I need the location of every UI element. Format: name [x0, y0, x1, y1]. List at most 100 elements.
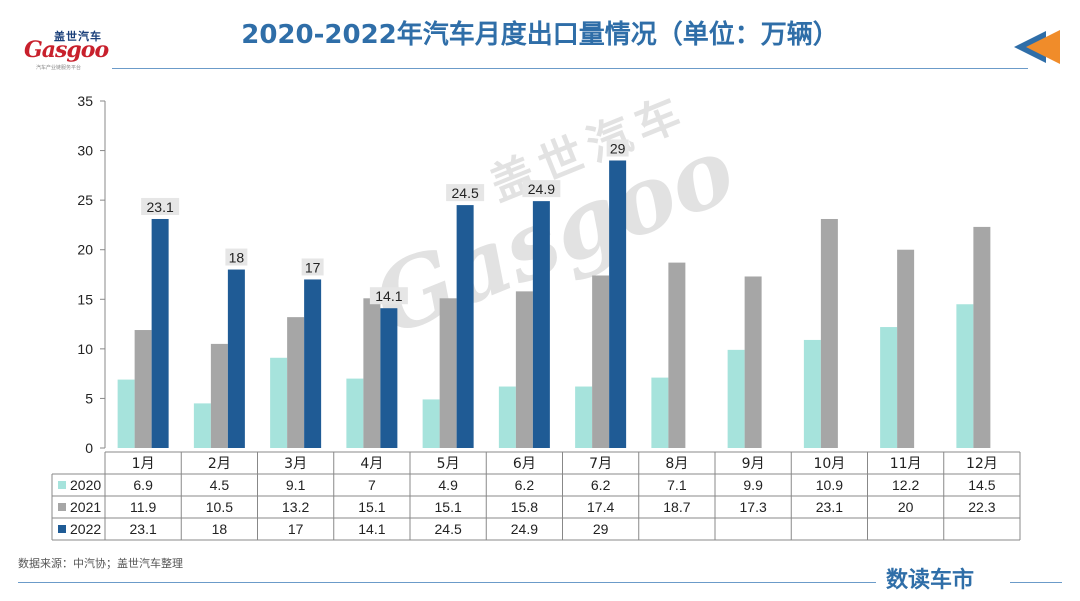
bar-2021: [363, 298, 381, 448]
table-cell: 15.1: [435, 499, 462, 515]
bar-2020: [727, 349, 745, 448]
table-cell: 6.2: [515, 477, 535, 493]
data-label: 18: [229, 250, 245, 266]
y-tick-label: 0: [85, 440, 93, 456]
data-label-bg: [141, 197, 180, 215]
table-cell: 4.5: [210, 477, 230, 493]
bar-2020: [956, 304, 974, 448]
category-label: 11月: [890, 456, 922, 472]
table-cell: 13.2: [282, 499, 309, 515]
table-cell: 23.1: [816, 499, 843, 515]
data-label: 23.1: [147, 199, 174, 215]
table-cell: 6.2: [591, 477, 611, 493]
bar-2021: [668, 262, 686, 448]
table-cell: 29: [593, 521, 609, 537]
table-cell: 10.5: [206, 499, 233, 515]
bar-2021: [134, 330, 152, 448]
table-cell: 4.9: [438, 477, 458, 493]
legend-swatch: [58, 481, 66, 489]
category-label: 9月: [742, 456, 765, 472]
bar-2022: [151, 218, 169, 448]
y-tick-label: 30: [77, 143, 93, 159]
data-label: 29: [610, 140, 626, 156]
data-label-bg: [369, 287, 408, 305]
table-cell: 14.5: [968, 477, 995, 493]
category-label: 5月: [437, 456, 460, 472]
table-cell: 24.9: [511, 521, 538, 537]
chart-title: 2020-2022年汽车月度出口量情况（单位：万辆）: [241, 20, 839, 50]
bar-2021: [439, 298, 457, 448]
category-label: 4月: [360, 456, 383, 472]
table-cell: 15.8: [511, 499, 538, 515]
bar-2020: [651, 377, 669, 448]
bar-2022: [227, 269, 245, 448]
category-label: 1月: [132, 456, 155, 472]
data-label-bg: [301, 258, 324, 276]
gasgoo-logo: 盖世汽车 Gasgoo 汽车产业链服务平台: [10, 28, 109, 72]
y-tick-label: 25: [77, 192, 93, 208]
bar-2020: [498, 386, 516, 448]
table-cell: 14.1: [358, 521, 385, 537]
bar-2021: [287, 317, 305, 448]
table-cell: 15.1: [358, 499, 385, 515]
back-arrow-icon: [1014, 30, 1060, 64]
y-tick-label: 20: [77, 242, 93, 258]
brand-text: 数读车市: [886, 568, 975, 593]
bar-2021: [820, 218, 838, 448]
bar-2021: [515, 291, 533, 448]
table-cell: 7.1: [667, 477, 687, 493]
data-label-bg: [606, 139, 629, 157]
category-label: 2月: [208, 456, 231, 472]
table-cell: 17.4: [587, 499, 614, 515]
legend-label: 2022: [70, 521, 101, 537]
category-label: 8月: [665, 456, 688, 472]
logo-cn-text: 盖世汽车: [54, 30, 102, 43]
legend-label: 2020: [70, 477, 101, 493]
legend-swatch: [58, 525, 66, 533]
bar-2022: [609, 160, 627, 448]
table-cell: 22.3: [968, 499, 995, 515]
bar-2022: [380, 308, 398, 448]
legend-label: 2021: [70, 499, 101, 515]
table-cell: 11.9: [130, 499, 156, 515]
table-cell: 20: [898, 499, 914, 515]
bar-2021: [973, 226, 991, 448]
category-label: 6月: [513, 456, 536, 472]
bar-2022: [304, 279, 322, 448]
logo-subtitle: 汽车产业链服务平台: [36, 65, 82, 71]
table-cell: 17.3: [740, 499, 767, 515]
data-label-bg: [522, 180, 561, 198]
category-label: 12月: [966, 456, 998, 472]
bar-2021: [592, 275, 610, 448]
bar-2020: [422, 399, 440, 448]
data-label: 24.9: [528, 181, 555, 197]
logo-en-text: Gasgoo: [24, 37, 109, 63]
bar-2021: [210, 343, 228, 448]
title-divider: [112, 68, 1028, 69]
bar-2021: [744, 276, 762, 448]
table-cell: 24.5: [435, 521, 462, 537]
data-label: 17: [305, 259, 321, 275]
y-tick-label: 10: [77, 341, 93, 357]
y-tick-label: 5: [85, 390, 93, 406]
legend-swatch: [58, 503, 66, 511]
category-label: 3月: [284, 456, 307, 472]
table-cell: 9.9: [743, 477, 763, 493]
table-cell: 9.1: [286, 477, 306, 493]
table-cell: 10.9: [816, 477, 843, 493]
category-label: 7月: [589, 456, 612, 472]
y-tick-label: 15: [77, 291, 93, 307]
data-label-bg: [446, 184, 485, 202]
bar-2020: [346, 378, 364, 448]
footer-divider-right: [1010, 582, 1062, 583]
table-cell: 6.9: [133, 477, 153, 493]
bar-2020: [117, 379, 135, 448]
table-cell: 17: [288, 521, 304, 537]
table-cell: 23.1: [130, 521, 157, 537]
data-label: 24.5: [452, 185, 479, 201]
bar-2020: [880, 327, 898, 448]
bar-2022: [456, 205, 474, 448]
data-label: 14.1: [375, 288, 402, 304]
table-cell: 18: [212, 521, 228, 537]
